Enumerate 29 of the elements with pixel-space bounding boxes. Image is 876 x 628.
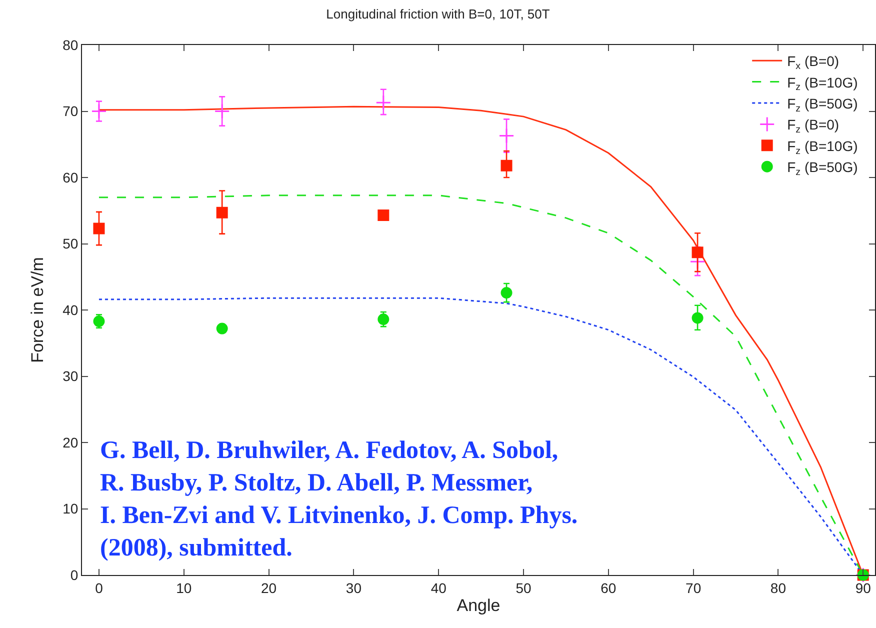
y-tick-label: 0 xyxy=(70,566,78,583)
x-tick-label: 80 xyxy=(770,580,786,596)
y-tick-label: 40 xyxy=(62,302,78,318)
y-tick-label: 70 xyxy=(62,103,78,120)
x-tick-label: 10 xyxy=(176,580,192,596)
x-tick-label: 30 xyxy=(346,580,362,596)
annotation: G. Bell, D. Bruhwiler, A. Fedotov, A. Sobol, R. Busby, P. Stoltz, D. Abell, P. Messmer, I. Ben-Zvi and V. Litvinenko, J. Comp. Phys. (2008), submitted. xyxy=(100,437,578,562)
legend-label: F$_{z}$ (B=10G) xyxy=(787,74,858,94)
x-tick-label: 20 xyxy=(261,580,277,596)
legend-label: F$_{z}$ (B=50G) xyxy=(787,159,858,178)
y-tick-label: 50 xyxy=(62,236,78,252)
legend-label: F$_{x}$ (B=0) xyxy=(787,53,840,72)
x-tick-label: 90 xyxy=(855,580,872,596)
y-tick-label: 30 xyxy=(62,368,78,384)
x-tick-label: 0 xyxy=(95,580,104,596)
x-axis-title: Angle xyxy=(456,596,500,616)
x-tick-label: 60 xyxy=(600,580,616,596)
y-tick-label: 80 xyxy=(62,36,78,53)
y-tick-label: 20 xyxy=(62,434,78,450)
x-tick-label: 40 xyxy=(430,580,447,596)
y-axis-title: Force in eV/m xyxy=(28,257,48,363)
x-tick-label: 50 xyxy=(516,580,532,596)
chart-title: Longitudinal friction with B=0, 10T, 50T xyxy=(326,6,550,22)
legend-label: F$_{z}$ (B=10G) xyxy=(787,138,858,157)
legend-label: F$_{z}$ (B=0) xyxy=(787,116,840,136)
y-tick-label: 10 xyxy=(62,500,78,517)
legend-label: F$_{z}$ (B=50G) xyxy=(787,95,858,114)
y-tick-label: 60 xyxy=(62,169,78,186)
x-tick-label: 70 xyxy=(686,580,702,596)
